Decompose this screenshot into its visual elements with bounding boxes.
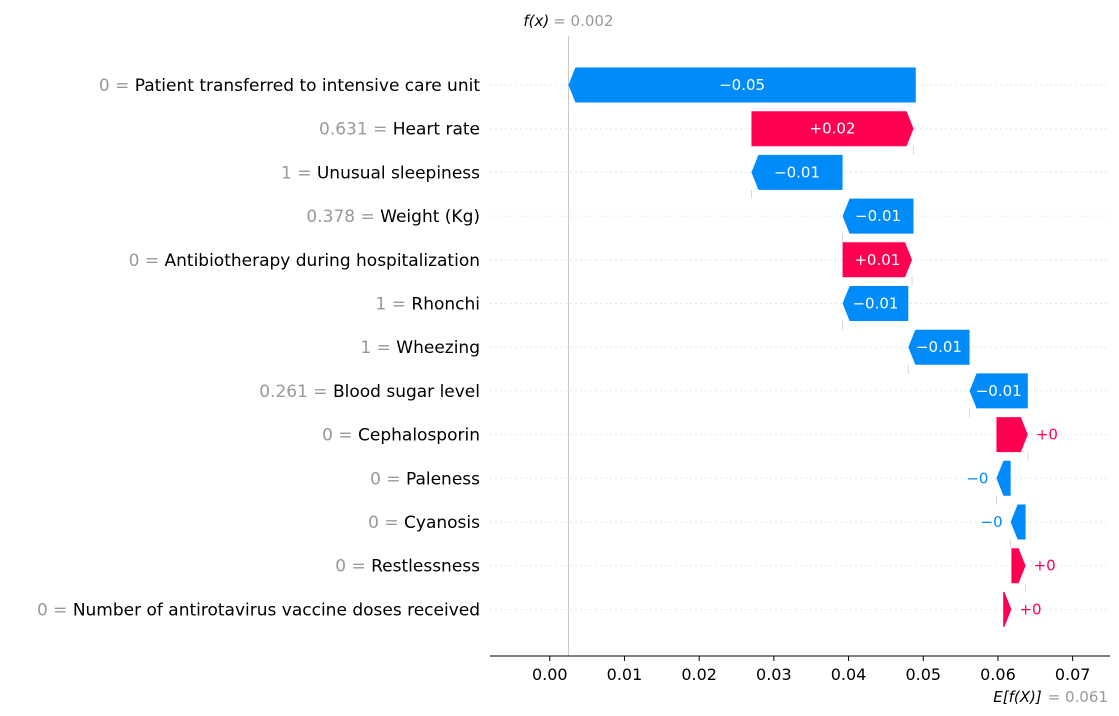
x-tick-label: 0.02 bbox=[681, 665, 717, 684]
negative-bar bbox=[568, 67, 916, 103]
bar-value-label: −0.05 bbox=[719, 76, 765, 94]
feature-value: 0 = bbox=[322, 426, 358, 446]
feature-name: Antibiotherapy during hospitalization bbox=[165, 251, 481, 271]
feature-label: 0.631 = Heart rate bbox=[319, 120, 480, 140]
feature-name: Cyanosis bbox=[404, 513, 480, 533]
x-tick-label: 0.05 bbox=[905, 665, 941, 684]
efx-label: E[f(X)] bbox=[993, 688, 1042, 706]
bar-value-label: −0.01 bbox=[916, 338, 962, 356]
feature-value: 1 = bbox=[360, 338, 396, 358]
bar-value-label: +0 bbox=[1034, 557, 1056, 575]
positive-bar bbox=[1011, 548, 1026, 584]
feature-label: 0 = Number of antirotavirus vaccine dose… bbox=[37, 600, 480, 620]
feature-value: 0.631 = bbox=[319, 120, 393, 140]
negative-bar bbox=[996, 460, 1011, 496]
feature-value: 0 = bbox=[370, 469, 406, 489]
feature-name: Heart rate bbox=[393, 120, 480, 140]
reference-lines bbox=[568, 36, 1029, 656]
feature-label: 0 = Patient transferred to intensive car… bbox=[99, 76, 480, 96]
negative-bar bbox=[842, 286, 909, 321]
x-tick-label: 0.07 bbox=[1055, 665, 1091, 684]
feature-name: Cephalosporin bbox=[358, 426, 480, 446]
feature-name: Rhonchi bbox=[411, 295, 480, 315]
feature-name: Paleness bbox=[406, 469, 480, 489]
x-tick-label: 0.00 bbox=[532, 665, 568, 684]
feature-value: 1 = bbox=[281, 163, 317, 183]
bar-value-label: −0.01 bbox=[774, 163, 820, 181]
feature-value: 0.261 = bbox=[259, 382, 333, 402]
feature-label: 0 = Paleness bbox=[370, 469, 480, 489]
x-tick-label: 0.01 bbox=[607, 665, 643, 684]
feature-name: Restlessness bbox=[371, 557, 480, 577]
feature-label: 0 = Antibiotherapy during hospitalizatio… bbox=[129, 251, 480, 271]
bar-value-label: −0 bbox=[966, 469, 988, 487]
feature-label: 1 = Wheezing bbox=[360, 338, 480, 358]
negative-bar bbox=[842, 198, 914, 234]
feature-labels: 0 = Patient transferred to intensive car… bbox=[37, 76, 480, 620]
feature-label: 0.261 = Blood sugar level bbox=[259, 382, 480, 402]
bar-value-label: +0.01 bbox=[854, 251, 900, 269]
bar-value-label: +0 bbox=[1019, 600, 1041, 618]
x-tick-label: 0.06 bbox=[980, 665, 1016, 684]
fx-label: f(x) bbox=[523, 12, 549, 30]
feature-value: 0 = bbox=[335, 557, 371, 577]
feature-value: 0 = bbox=[99, 76, 135, 96]
negative-bar bbox=[1010, 504, 1026, 540]
bar-value-label: +0 bbox=[1036, 426, 1058, 444]
bar-value-label: −0.01 bbox=[852, 295, 898, 313]
x-axis: 0.00 0.01 0.02 0.03 0.04 0.05 0.06 0.07 bbox=[490, 655, 1110, 684]
x-tick-label: 0.03 bbox=[756, 665, 792, 684]
bar-value-label: −0.01 bbox=[976, 382, 1022, 400]
feature-value: 1 = bbox=[376, 295, 412, 315]
feature-name: Weight (Kg) bbox=[380, 207, 480, 227]
x-tick-label: 0.04 bbox=[831, 665, 867, 684]
feature-value: 0.378 = bbox=[306, 207, 380, 227]
feature-name: Patient transferred to intensive care un… bbox=[135, 76, 481, 96]
feature-label: 0 = Cyanosis bbox=[368, 513, 480, 533]
bar-value-label: −0.01 bbox=[855, 207, 901, 225]
negative-bar bbox=[751, 154, 843, 190]
feature-label: 1 = Rhonchi bbox=[376, 295, 480, 315]
feature-name: Number of antirotavirus vaccine doses re… bbox=[73, 600, 480, 620]
feature-value: 0 = bbox=[129, 251, 165, 271]
feature-value: 0 = bbox=[368, 513, 404, 533]
bar-value-label: −0 bbox=[981, 513, 1003, 531]
bars: −0.05 +0.02 −0.01 −0.01 +0.01 −0.01 −0.01 −0.01… bbox=[568, 67, 1058, 627]
positive-bar bbox=[842, 242, 913, 278]
feature-label: 0 = Restlessness bbox=[335, 557, 480, 577]
feature-value: 0 = bbox=[37, 600, 73, 620]
fx-value: = 0.002 bbox=[553, 12, 613, 30]
feature-name: Wheezing bbox=[396, 338, 480, 358]
efx-annotation: E[f(X)] = 0.061 bbox=[993, 688, 1108, 706]
feature-name: Unusual sleepiness bbox=[317, 163, 480, 183]
negative-bar bbox=[908, 329, 970, 365]
positive-bar bbox=[1003, 591, 1012, 627]
positive-bar bbox=[751, 111, 914, 147]
feature-label: 0.378 = Weight (Kg) bbox=[306, 207, 480, 227]
feature-name: Blood sugar level bbox=[333, 382, 480, 402]
efx-value: = 0.061 bbox=[1048, 688, 1108, 706]
bar-value-label: +0.02 bbox=[810, 120, 856, 138]
positive-bar bbox=[996, 417, 1028, 453]
feature-label: 0 = Cephalosporin bbox=[322, 426, 480, 446]
fx-annotation: f(x) = 0.002 bbox=[523, 12, 613, 30]
feature-label: 1 = Unusual sleepiness bbox=[281, 163, 480, 183]
negative-bar bbox=[969, 373, 1028, 409]
